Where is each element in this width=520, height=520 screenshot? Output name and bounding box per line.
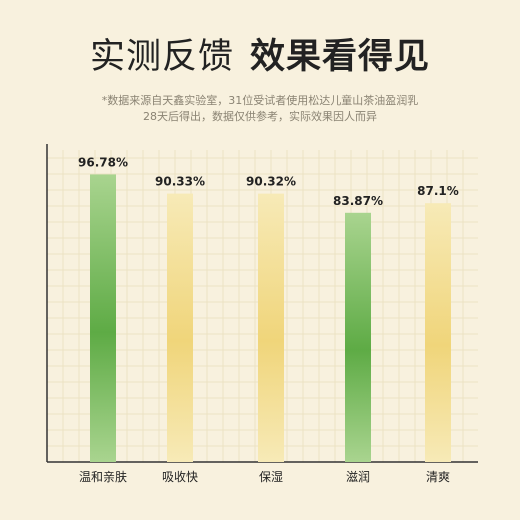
category-label-3: 保湿 <box>259 469 283 484</box>
bar-5 <box>425 203 451 462</box>
value-label-5: 87.1% <box>417 184 459 198</box>
data-source-note-line1: *数据来源自天鑫实验室，31位受试者使用松达儿童山茶油盈润乳 <box>101 94 419 107</box>
category-label-5: 清爽 <box>426 470 450 484</box>
category-label-4: 滋润 <box>346 470 370 484</box>
page-title: 实测反馈 效果看得见 <box>0 28 520 79</box>
category-label-2: 吸收快 <box>162 470 198 484</box>
value-label-4: 83.87% <box>333 194 383 208</box>
bar-1 <box>90 174 116 462</box>
chart-bars <box>90 174 451 462</box>
title-part2: 效果看得见 <box>250 37 431 77</box>
bar-4 <box>345 212 371 462</box>
bar-3 <box>258 193 284 462</box>
data-source-note-line2: 28天后得出，数据仅供参考，实际效果因人而异 <box>143 110 377 123</box>
title-part1: 实测反馈 <box>89 37 234 77</box>
category-label-1: 温和亲肤 <box>79 469 127 484</box>
chart-labels: 96.78% 温和亲肤 90.33% 吸收快 90.32% 保湿 83.87% 滋润 87.1%… <box>78 155 459 484</box>
value-label-1: 96.78% <box>78 155 128 169</box>
value-label-2: 90.33% <box>155 175 205 189</box>
value-label-3: 90.32% <box>246 175 296 189</box>
bar-2 <box>167 193 193 462</box>
